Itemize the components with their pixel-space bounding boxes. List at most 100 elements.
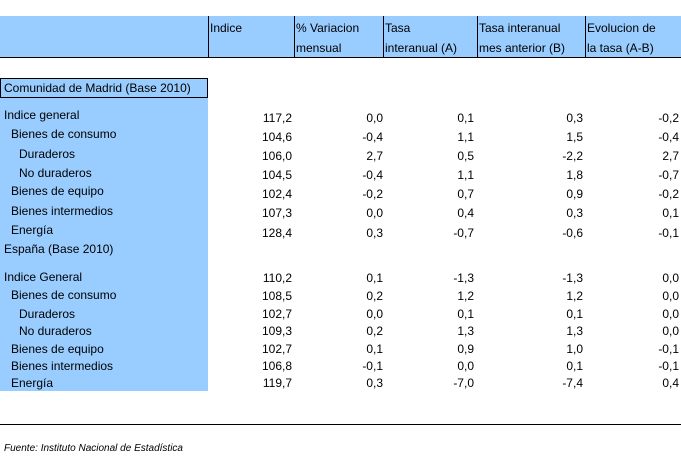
tasa-value: -1,3 xyxy=(453,271,474,285)
row-label: No duraderos xyxy=(19,166,92,180)
tasa-anterior-value: 1,8 xyxy=(566,168,583,182)
variacion-value: 0,0 xyxy=(366,206,383,220)
tasa-anterior-value: 1,0 xyxy=(566,342,583,356)
variacion-value: 0,3 xyxy=(366,376,383,390)
tasa-anterior-value: -1,3 xyxy=(562,271,583,285)
evolucion-value: 0,1 xyxy=(662,206,679,220)
table-header xyxy=(0,16,681,57)
tasa-anterior-value: -2,2 xyxy=(562,149,583,163)
variacion-value: -0,2 xyxy=(362,187,383,201)
row-label: Energía xyxy=(11,376,54,390)
header-line2: interanual (A) xyxy=(385,41,458,55)
tasa-value: 0,0 xyxy=(457,359,474,373)
evolucion-value: 0,4 xyxy=(662,376,679,390)
tasa-anterior-value: 0,1 xyxy=(566,359,583,373)
indice-value: 102,4 xyxy=(261,187,292,201)
section-title-madrid-box xyxy=(0,78,208,98)
row-label: Duraderos xyxy=(19,307,76,321)
variacion-value: 2,7 xyxy=(366,149,383,163)
header-line1: Evolucion de xyxy=(587,21,656,35)
indice-value: 110,2 xyxy=(262,271,292,285)
evolucion-value: 0,0 xyxy=(662,289,679,303)
evolucion-value: 0,0 xyxy=(662,324,679,338)
tasa-value: 1,1 xyxy=(457,130,474,144)
tasa-value: 0,1 xyxy=(457,111,474,125)
header-line1: Tasa xyxy=(385,21,411,35)
header-indice: Indice xyxy=(208,16,243,57)
indice-value: 128,4 xyxy=(261,226,292,240)
variacion-value: 0,2 xyxy=(366,324,383,338)
row-label: Bienes de consumo xyxy=(11,127,117,141)
tasa-anterior-value: 0,3 xyxy=(566,206,583,220)
variacion-value: -0,1 xyxy=(362,359,383,373)
footer-divider xyxy=(0,424,681,425)
indice-value: 102,7 xyxy=(261,342,292,356)
header-tasa-interanual: Tasa interanual (A) xyxy=(383,16,458,58)
indice-value: 109,3 xyxy=(261,324,292,338)
header-tasa-mes-anterior: Tasa interanual mes anterior (B) xyxy=(477,16,565,58)
row-label: Duraderos xyxy=(19,147,76,161)
label-column xyxy=(0,98,208,391)
evolucion-value: -0,1 xyxy=(658,359,679,373)
variacion-value: 0,2 xyxy=(366,289,383,303)
evolucion-value: 0,0 xyxy=(662,307,679,321)
row-label: Energía xyxy=(11,223,54,237)
section-title-espana: España (Base 2010) xyxy=(4,242,114,256)
tasa-value: 0,5 xyxy=(457,149,474,163)
section-title-madrid: Comunidad de Madrid (Base 2010) xyxy=(4,81,191,95)
variacion-value: 0,1 xyxy=(366,271,383,285)
variacion-value: -0,4 xyxy=(362,168,383,182)
variacion-value: -0,4 xyxy=(362,130,383,144)
tasa-value: 0,1 xyxy=(457,307,474,321)
tasa-anterior-value: 0,1 xyxy=(566,307,583,321)
header-evolucion: Evolucion de la tasa (A-B) xyxy=(585,16,656,58)
row-label: Bienes intermedios xyxy=(11,359,114,373)
variacion-value: 0,0 xyxy=(366,111,383,125)
evolucion-value: -0,1 xyxy=(658,342,679,356)
tasa-value: -7,0 xyxy=(453,376,474,390)
tasa-anterior-value: 1,2 xyxy=(566,289,583,303)
indice-value: 117,2 xyxy=(262,111,292,125)
row-label: Bienes intermedios xyxy=(11,204,114,218)
evolucion-value: 0,0 xyxy=(662,271,679,285)
evolucion-value: -0,1 xyxy=(658,226,679,240)
header-line2: mensual xyxy=(296,41,342,55)
tasa-anterior-value: 0,9 xyxy=(566,187,583,201)
row-label: Bienes de consumo xyxy=(11,288,117,302)
evolucion-value: -0,2 xyxy=(658,111,679,125)
indice-value: 104,6 xyxy=(261,130,292,144)
tasa-value: 0,9 xyxy=(457,342,474,356)
evolucion-value: -0,2 xyxy=(658,187,679,201)
evolucion-value: -0,7 xyxy=(658,168,679,182)
evolucion-value: 2,7 xyxy=(662,149,679,163)
row-label: Bienes de equipo xyxy=(11,184,104,198)
header-divider xyxy=(0,57,681,58)
header-line2: la tasa (A-B) xyxy=(587,41,654,55)
row-label: Indice General xyxy=(4,270,83,284)
source-note: Fuente: Instituto Nacional de Estadístic… xyxy=(4,443,183,454)
variacion-value: 0,3 xyxy=(366,226,383,240)
indice-value: 106,8 xyxy=(261,359,292,373)
row-label: No duraderos xyxy=(19,324,92,338)
tasa-value: 1,1 xyxy=(457,168,474,182)
tasa-value: 1,3 xyxy=(457,324,474,338)
variacion-value: 0,0 xyxy=(366,307,383,321)
tasa-anterior-value: 0,3 xyxy=(566,111,583,125)
header-line1: Tasa interanual xyxy=(479,21,561,35)
indice-value: 107,3 xyxy=(261,206,292,220)
variacion-value: 0,1 xyxy=(366,342,383,356)
header-line1: % Variacion xyxy=(296,21,360,35)
header-line1: Indice xyxy=(210,21,243,35)
indice-value: 119,7 xyxy=(262,376,292,390)
tasa-value: 0,4 xyxy=(457,206,474,220)
evolucion-value: -0,4 xyxy=(658,130,679,144)
header-variacion-mensual: % Variacion mensual xyxy=(294,16,360,58)
tasa-anterior-value: 1,3 xyxy=(566,324,583,338)
indice-value: 104,5 xyxy=(261,168,292,182)
indice-value: 102,7 xyxy=(261,307,292,321)
tasa-anterior-value: -7,4 xyxy=(562,376,583,390)
tasa-value: -0,7 xyxy=(453,226,474,240)
tasa-anterior-value: 1,5 xyxy=(566,130,583,144)
indice-value: 108,5 xyxy=(261,289,292,303)
indice-value: 106,0 xyxy=(261,149,292,163)
